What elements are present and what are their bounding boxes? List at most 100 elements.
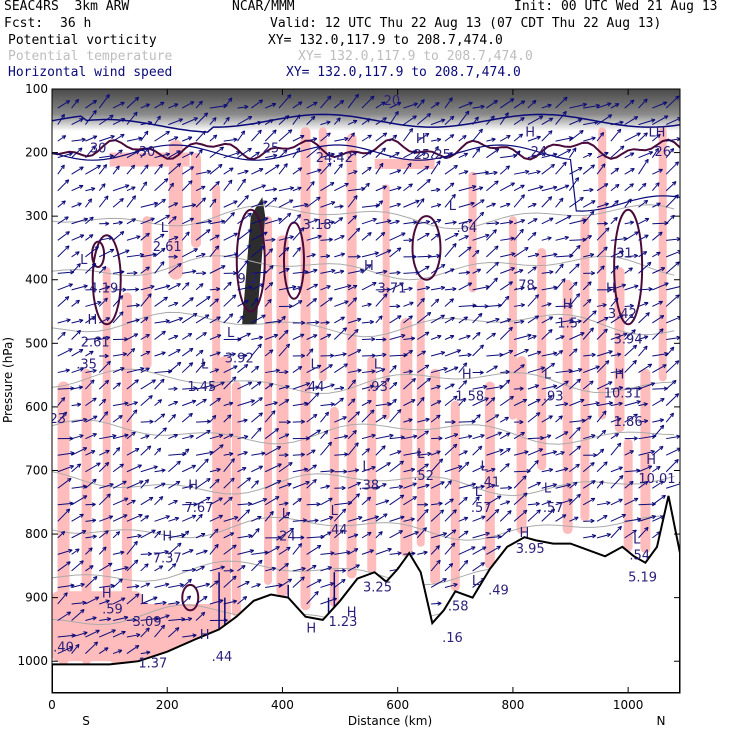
wind-vector-head bbox=[424, 430, 430, 435]
wind-vector bbox=[320, 384, 335, 390]
wind-vector bbox=[237, 260, 249, 274]
wind-vector-head bbox=[284, 452, 289, 458]
wind-vector bbox=[154, 285, 170, 291]
wind-vector-head bbox=[300, 320, 306, 326]
wind-vector bbox=[403, 301, 414, 307]
wind-vector-head bbox=[350, 132, 355, 137]
wind-vector-head bbox=[614, 167, 620, 172]
wind-vector-head bbox=[505, 369, 510, 375]
wind-vector bbox=[472, 485, 485, 489]
wind-vector-head bbox=[101, 398, 107, 404]
wind-vector bbox=[334, 578, 346, 588]
wind-vector-head bbox=[660, 398, 665, 403]
contour-value-label: .44 bbox=[327, 523, 348, 538]
wind-vector bbox=[665, 412, 674, 423]
wind-vector bbox=[223, 458, 235, 473]
wind-vector-head bbox=[243, 363, 249, 369]
wind-vector bbox=[652, 494, 666, 506]
wind-vector bbox=[652, 353, 669, 357]
wind-vector-head bbox=[187, 578, 192, 584]
wind-vector-head bbox=[124, 184, 130, 189]
wind-vector bbox=[181, 282, 190, 291]
wind-vector-head bbox=[436, 253, 441, 259]
wind-vector bbox=[195, 478, 211, 489]
wind-vector bbox=[167, 182, 174, 192]
wind-vector-head bbox=[568, 136, 574, 141]
wind-vector-head bbox=[471, 546, 476, 551]
contour-value-label: 3.94 bbox=[614, 332, 643, 347]
wind-vector-head bbox=[338, 163, 343, 168]
wind-vector-head bbox=[534, 315, 540, 320]
wind-vector bbox=[182, 617, 192, 622]
wind-vector-head bbox=[587, 298, 592, 304]
init-time: Init: 00 UTC Wed 21 Aug 13 bbox=[514, 0, 718, 14]
wind-vector-head bbox=[204, 314, 210, 319]
wind-vector-head bbox=[493, 365, 498, 370]
wind-vector-head bbox=[92, 287, 97, 292]
wind-vector bbox=[71, 263, 81, 274]
wind-vector bbox=[541, 130, 553, 142]
north-end-label: N bbox=[657, 714, 666, 728]
wind-vector-head bbox=[285, 511, 291, 517]
wind-vector bbox=[57, 646, 74, 655]
wind-vector-head bbox=[176, 283, 181, 288]
wind-vector-head bbox=[424, 132, 430, 138]
wind-vector-head bbox=[413, 434, 418, 439]
wind-vector bbox=[375, 232, 386, 241]
wind-vector bbox=[652, 466, 661, 473]
wind-vector bbox=[265, 188, 277, 192]
wind-vector-head bbox=[367, 302, 372, 307]
wind-vector-head bbox=[436, 187, 441, 193]
wind-vector bbox=[71, 349, 84, 357]
contour-value-label: H bbox=[462, 367, 472, 382]
wind-vector bbox=[71, 218, 88, 225]
wind-vector bbox=[582, 164, 595, 175]
wind-vector-head bbox=[124, 433, 129, 438]
wind-vector bbox=[610, 121, 624, 126]
contour-value-label: H bbox=[606, 281, 616, 296]
wind-vector bbox=[140, 181, 148, 192]
wind-vector-head bbox=[133, 540, 138, 546]
wind-vector-head bbox=[651, 515, 656, 520]
wind-vector bbox=[416, 397, 425, 406]
wind-vector-head bbox=[133, 559, 139, 564]
wind-vector bbox=[375, 220, 392, 225]
wind-vector-head bbox=[137, 464, 143, 469]
wind-vector bbox=[403, 435, 418, 440]
wind-vector bbox=[71, 485, 87, 489]
wind-vector-head bbox=[132, 409, 138, 414]
wind-vector bbox=[472, 496, 480, 506]
wind-vector-head bbox=[214, 528, 219, 533]
contour-value-label: 1.23 bbox=[328, 615, 357, 630]
wind-vector bbox=[569, 348, 578, 357]
wind-vector bbox=[278, 385, 290, 390]
wind-vector-head bbox=[83, 417, 88, 423]
wind-vector-head bbox=[478, 128, 483, 134]
wind-vector bbox=[98, 493, 111, 506]
wind-vector bbox=[334, 137, 349, 142]
wind-vector-head bbox=[139, 480, 144, 485]
wind-vector-head bbox=[505, 500, 511, 505]
wind-vector bbox=[209, 234, 220, 241]
contour-value-label: H bbox=[646, 453, 656, 468]
wind-vector-head bbox=[286, 419, 291, 425]
wind-vector-head bbox=[508, 281, 513, 286]
wind-vector bbox=[237, 549, 254, 555]
wind-vector bbox=[624, 168, 635, 175]
wind-vector bbox=[527, 482, 541, 489]
wind-vector-head bbox=[672, 379, 677, 385]
wind-vector-head bbox=[160, 378, 165, 384]
wind-vector bbox=[112, 616, 129, 622]
wind-vector-head bbox=[176, 162, 182, 168]
wind-vector-head bbox=[536, 170, 541, 175]
wind-vector-head bbox=[92, 534, 97, 539]
wind-vector-head bbox=[236, 151, 241, 156]
wind-vector-head bbox=[177, 542, 182, 547]
wind-vector-head bbox=[453, 366, 459, 371]
y-tick-label: 700 bbox=[25, 463, 48, 477]
wind-vector bbox=[112, 434, 129, 440]
wind-vector bbox=[57, 296, 70, 307]
wind-vector bbox=[513, 320, 525, 324]
wind-vector bbox=[333, 163, 343, 175]
wind-vector bbox=[306, 218, 319, 225]
